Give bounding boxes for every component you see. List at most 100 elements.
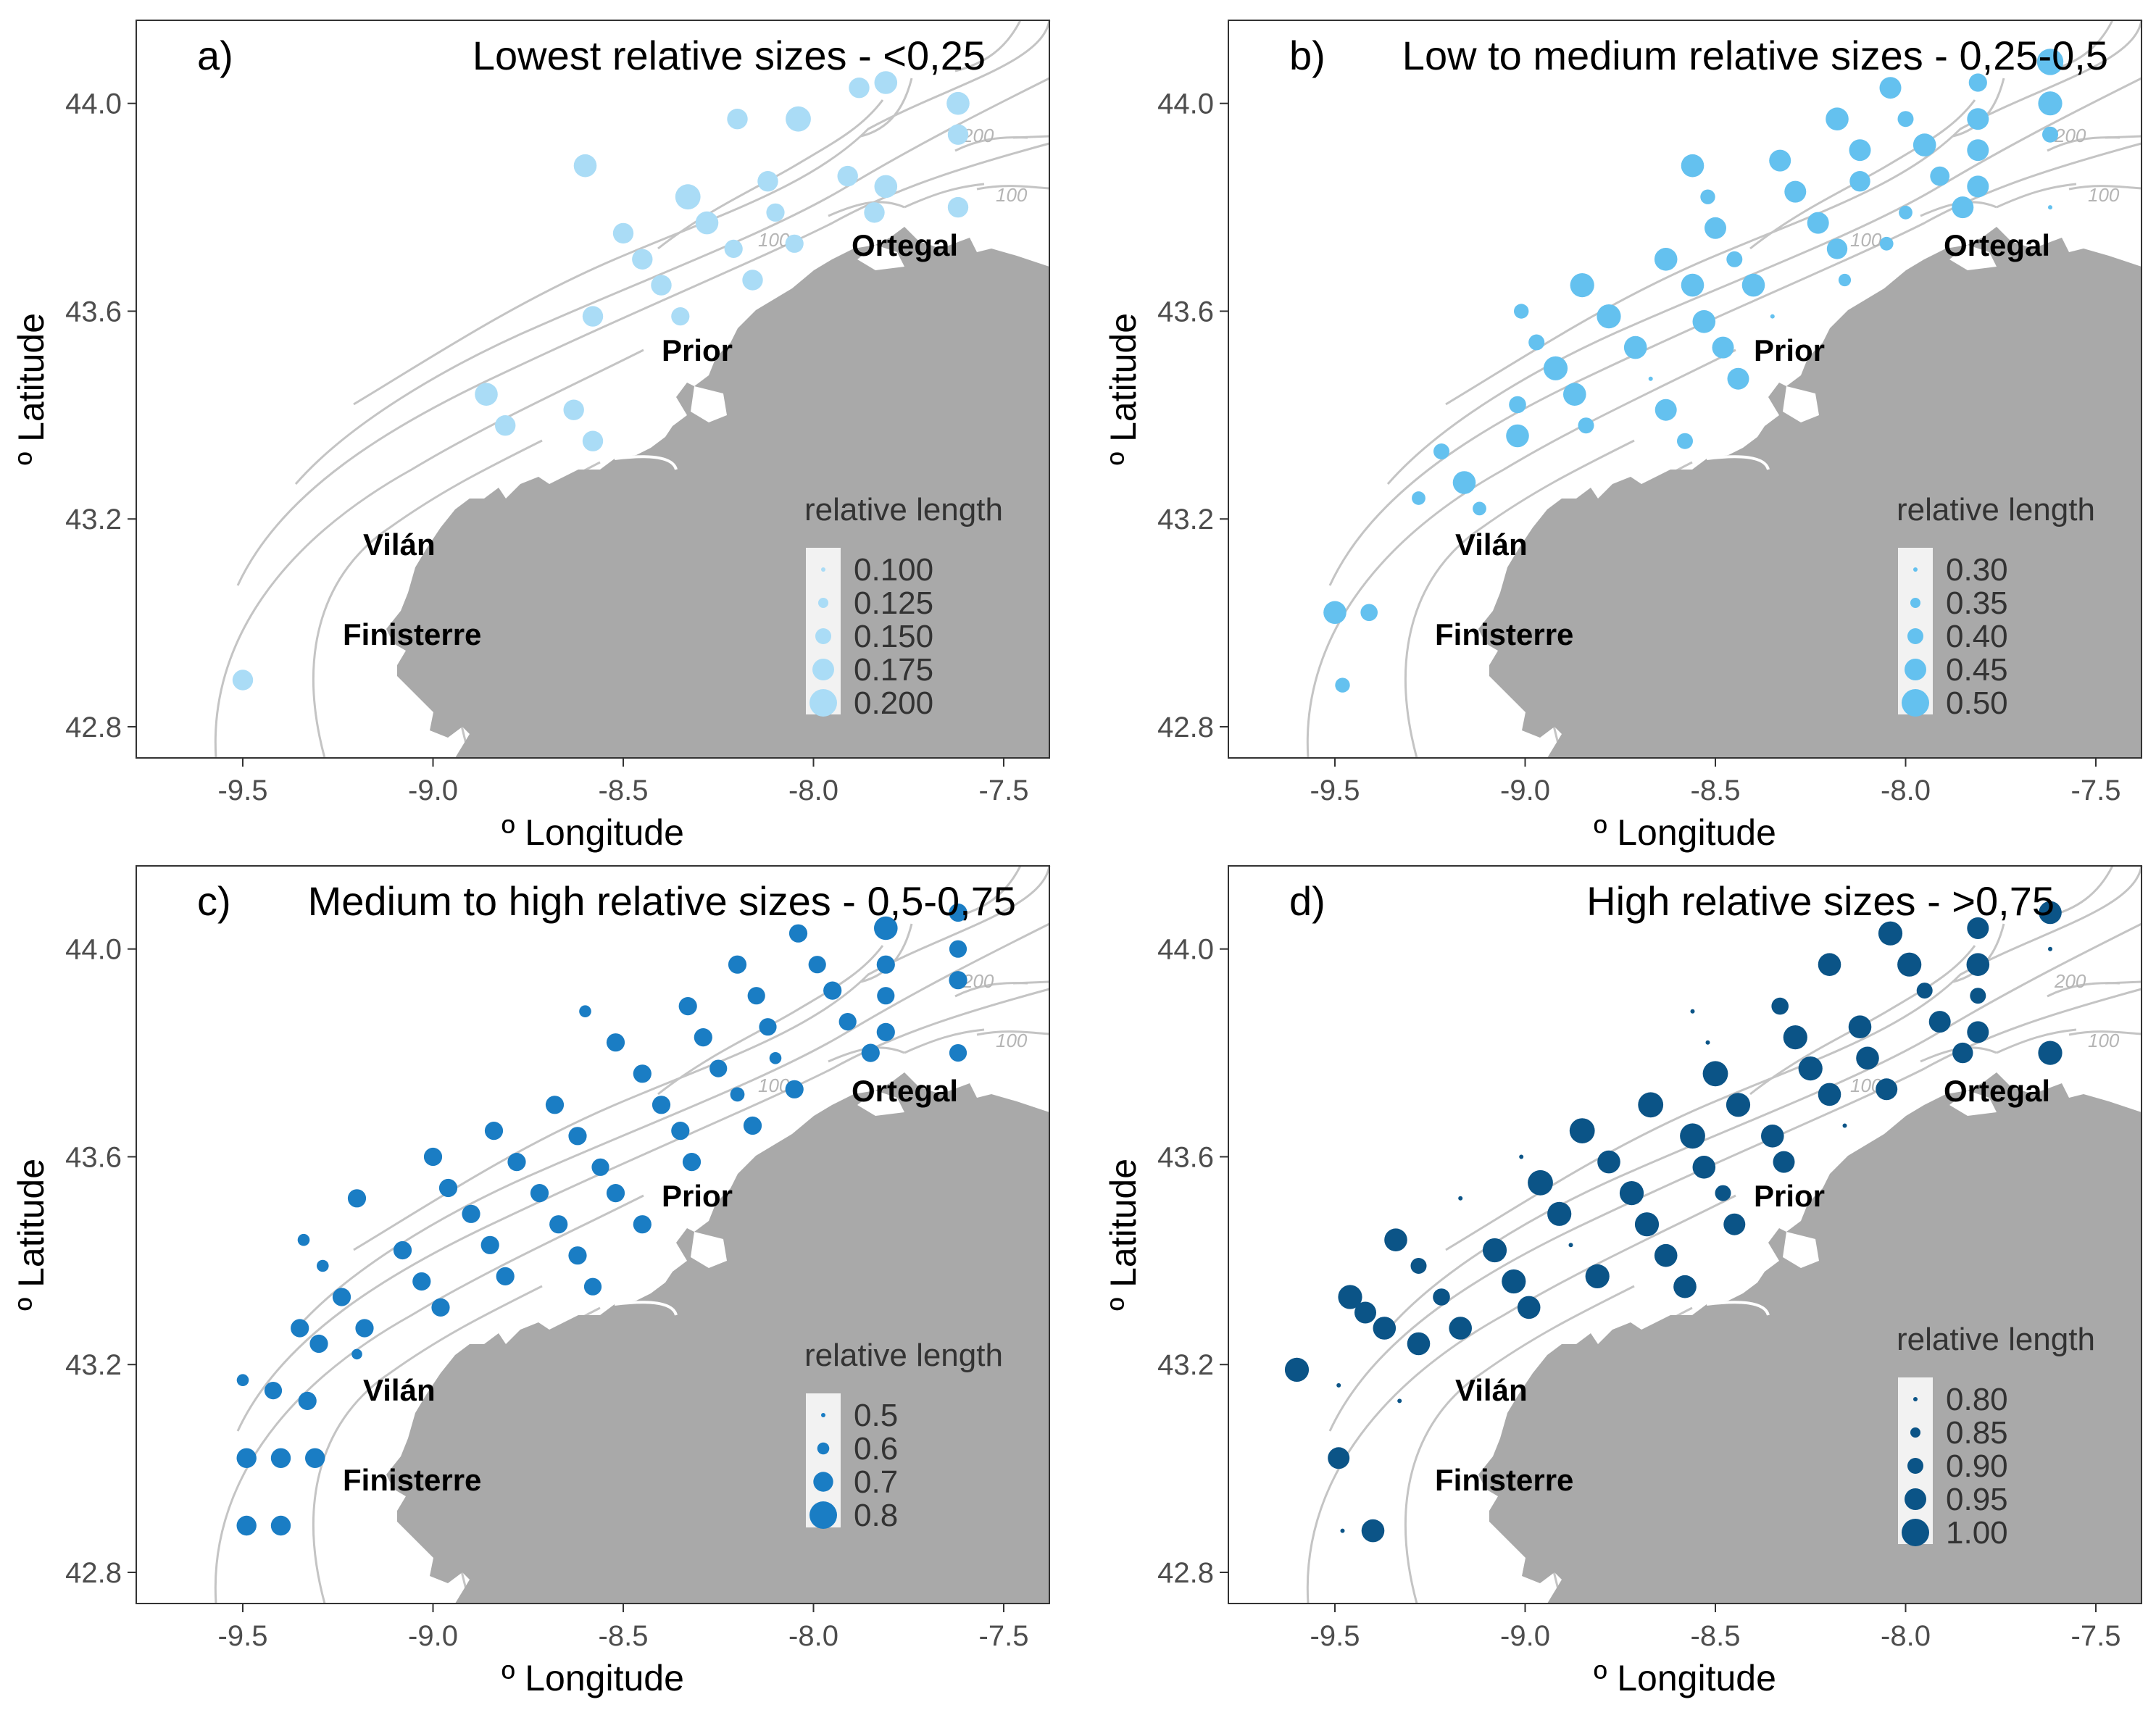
data-point [1433,1288,1450,1306]
data-point [1433,443,1449,459]
data-point [1397,1398,1402,1404]
data-point [351,1348,362,1360]
data-point [568,1127,587,1146]
data-point [1568,1243,1573,1248]
data-point [874,175,898,199]
data-point [823,981,842,1000]
place-label-ortegal: Ortegal [852,228,958,262]
x-tick-label: -7.5 [2071,1620,2121,1652]
data-point [332,1288,351,1306]
data-point [949,903,967,922]
data-point [1338,1285,1362,1309]
data-point [675,184,701,210]
data-point [728,955,747,974]
data-point [1967,139,1989,162]
legend-label: 0.175 [854,652,933,688]
place-label-finisterre: Finisterre [343,617,481,651]
data-point [1770,314,1775,319]
data-point [1692,1156,1716,1179]
data-point [1761,1125,1784,1148]
place-label-prior: Prior [662,333,733,367]
data-point [270,1448,291,1468]
data-point [317,1259,329,1272]
points-layer [1323,49,2064,693]
data-point [1826,107,1849,130]
data-point [582,430,604,451]
data-point [874,71,898,94]
data-point [1569,1118,1595,1143]
data-point [232,670,254,691]
y-tick-label: 43.2 [65,504,122,535]
data-point [838,1013,857,1031]
y-tick-label: 43.2 [1157,1349,1214,1381]
data-point [1458,1196,1463,1201]
data-point [947,196,969,218]
legend-key [1907,628,1923,644]
x-tick-label: -7.5 [979,775,1029,806]
points-layer [236,903,967,1536]
x-tick-label: -7.5 [979,1620,1029,1652]
data-point [1570,273,1594,298]
data-point [591,1158,609,1176]
data-point [1482,1238,1507,1263]
x-axis-title: º Longitude [1594,812,1776,853]
data-point [1967,917,1989,939]
data-point [949,971,967,990]
data-point [1585,1264,1610,1288]
data-point [1547,1201,1572,1226]
data-point [1452,471,1476,494]
data-point [582,306,604,327]
legend-label: 0.7 [854,1464,898,1500]
data-point [606,1184,625,1203]
data-point [1878,921,1903,946]
data-point [236,1448,257,1468]
data-point [573,154,597,178]
data-point [1967,175,1989,198]
panel-tag: d) [1289,878,1325,924]
data-point [1967,108,1989,130]
panel-title: Medium to high relative sizes - 0,5-0,75 [308,878,1016,924]
place-label-vilan: Vilán [1455,1373,1528,1407]
data-point [786,106,811,132]
legend-title: relative length [804,1338,1003,1373]
place-label-prior: Prior [1754,1179,1825,1213]
data-point [1712,336,1734,359]
data-point [495,415,516,436]
data-point [1818,1083,1841,1106]
place-label-vilan: Vilán [1455,528,1528,562]
legend-key [1913,567,1918,572]
panel-d: 100 200 100 Ortegal Prior Vilán Finister… [1103,864,2143,1698]
data-point [876,1022,895,1041]
data-point [633,1064,652,1083]
data-point [393,1240,412,1260]
legend: relative length 0.1000.1250.1500.1750.20… [804,492,1003,721]
data-point [347,1189,367,1208]
data-point [1473,501,1486,516]
legend-key [821,1413,825,1417]
legend-key [821,567,825,572]
legend-key [1910,1427,1920,1438]
data-point [1726,1093,1751,1117]
data-point [1597,304,1621,329]
legend: relative length 0.300.350.400.450.50 [1897,492,2095,721]
legend: relative length 0.800.850.900.951.00 [1897,1322,2095,1551]
data-point [1798,1056,1823,1081]
data-point [1354,1301,1376,1324]
y-axis-title: º Latitude [11,1159,51,1311]
data-point [1726,251,1743,267]
data-point [949,940,967,958]
data-point [1578,417,1594,434]
x-tick-label: -8.0 [788,1620,838,1652]
data-point [1849,171,1870,192]
data-point [579,1005,591,1017]
x-axis-title: º Longitude [1594,1658,1776,1698]
data-point [1879,77,1902,99]
panel-border [136,20,1050,759]
data-point [1818,953,1841,976]
data-point [757,171,778,192]
data-point [876,955,895,974]
panel-border [136,865,1050,1604]
points-layer [1284,901,2063,1543]
data-point [1702,1061,1728,1087]
y-axis: 42.8 43.2 43.6 44.0 [65,88,136,743]
